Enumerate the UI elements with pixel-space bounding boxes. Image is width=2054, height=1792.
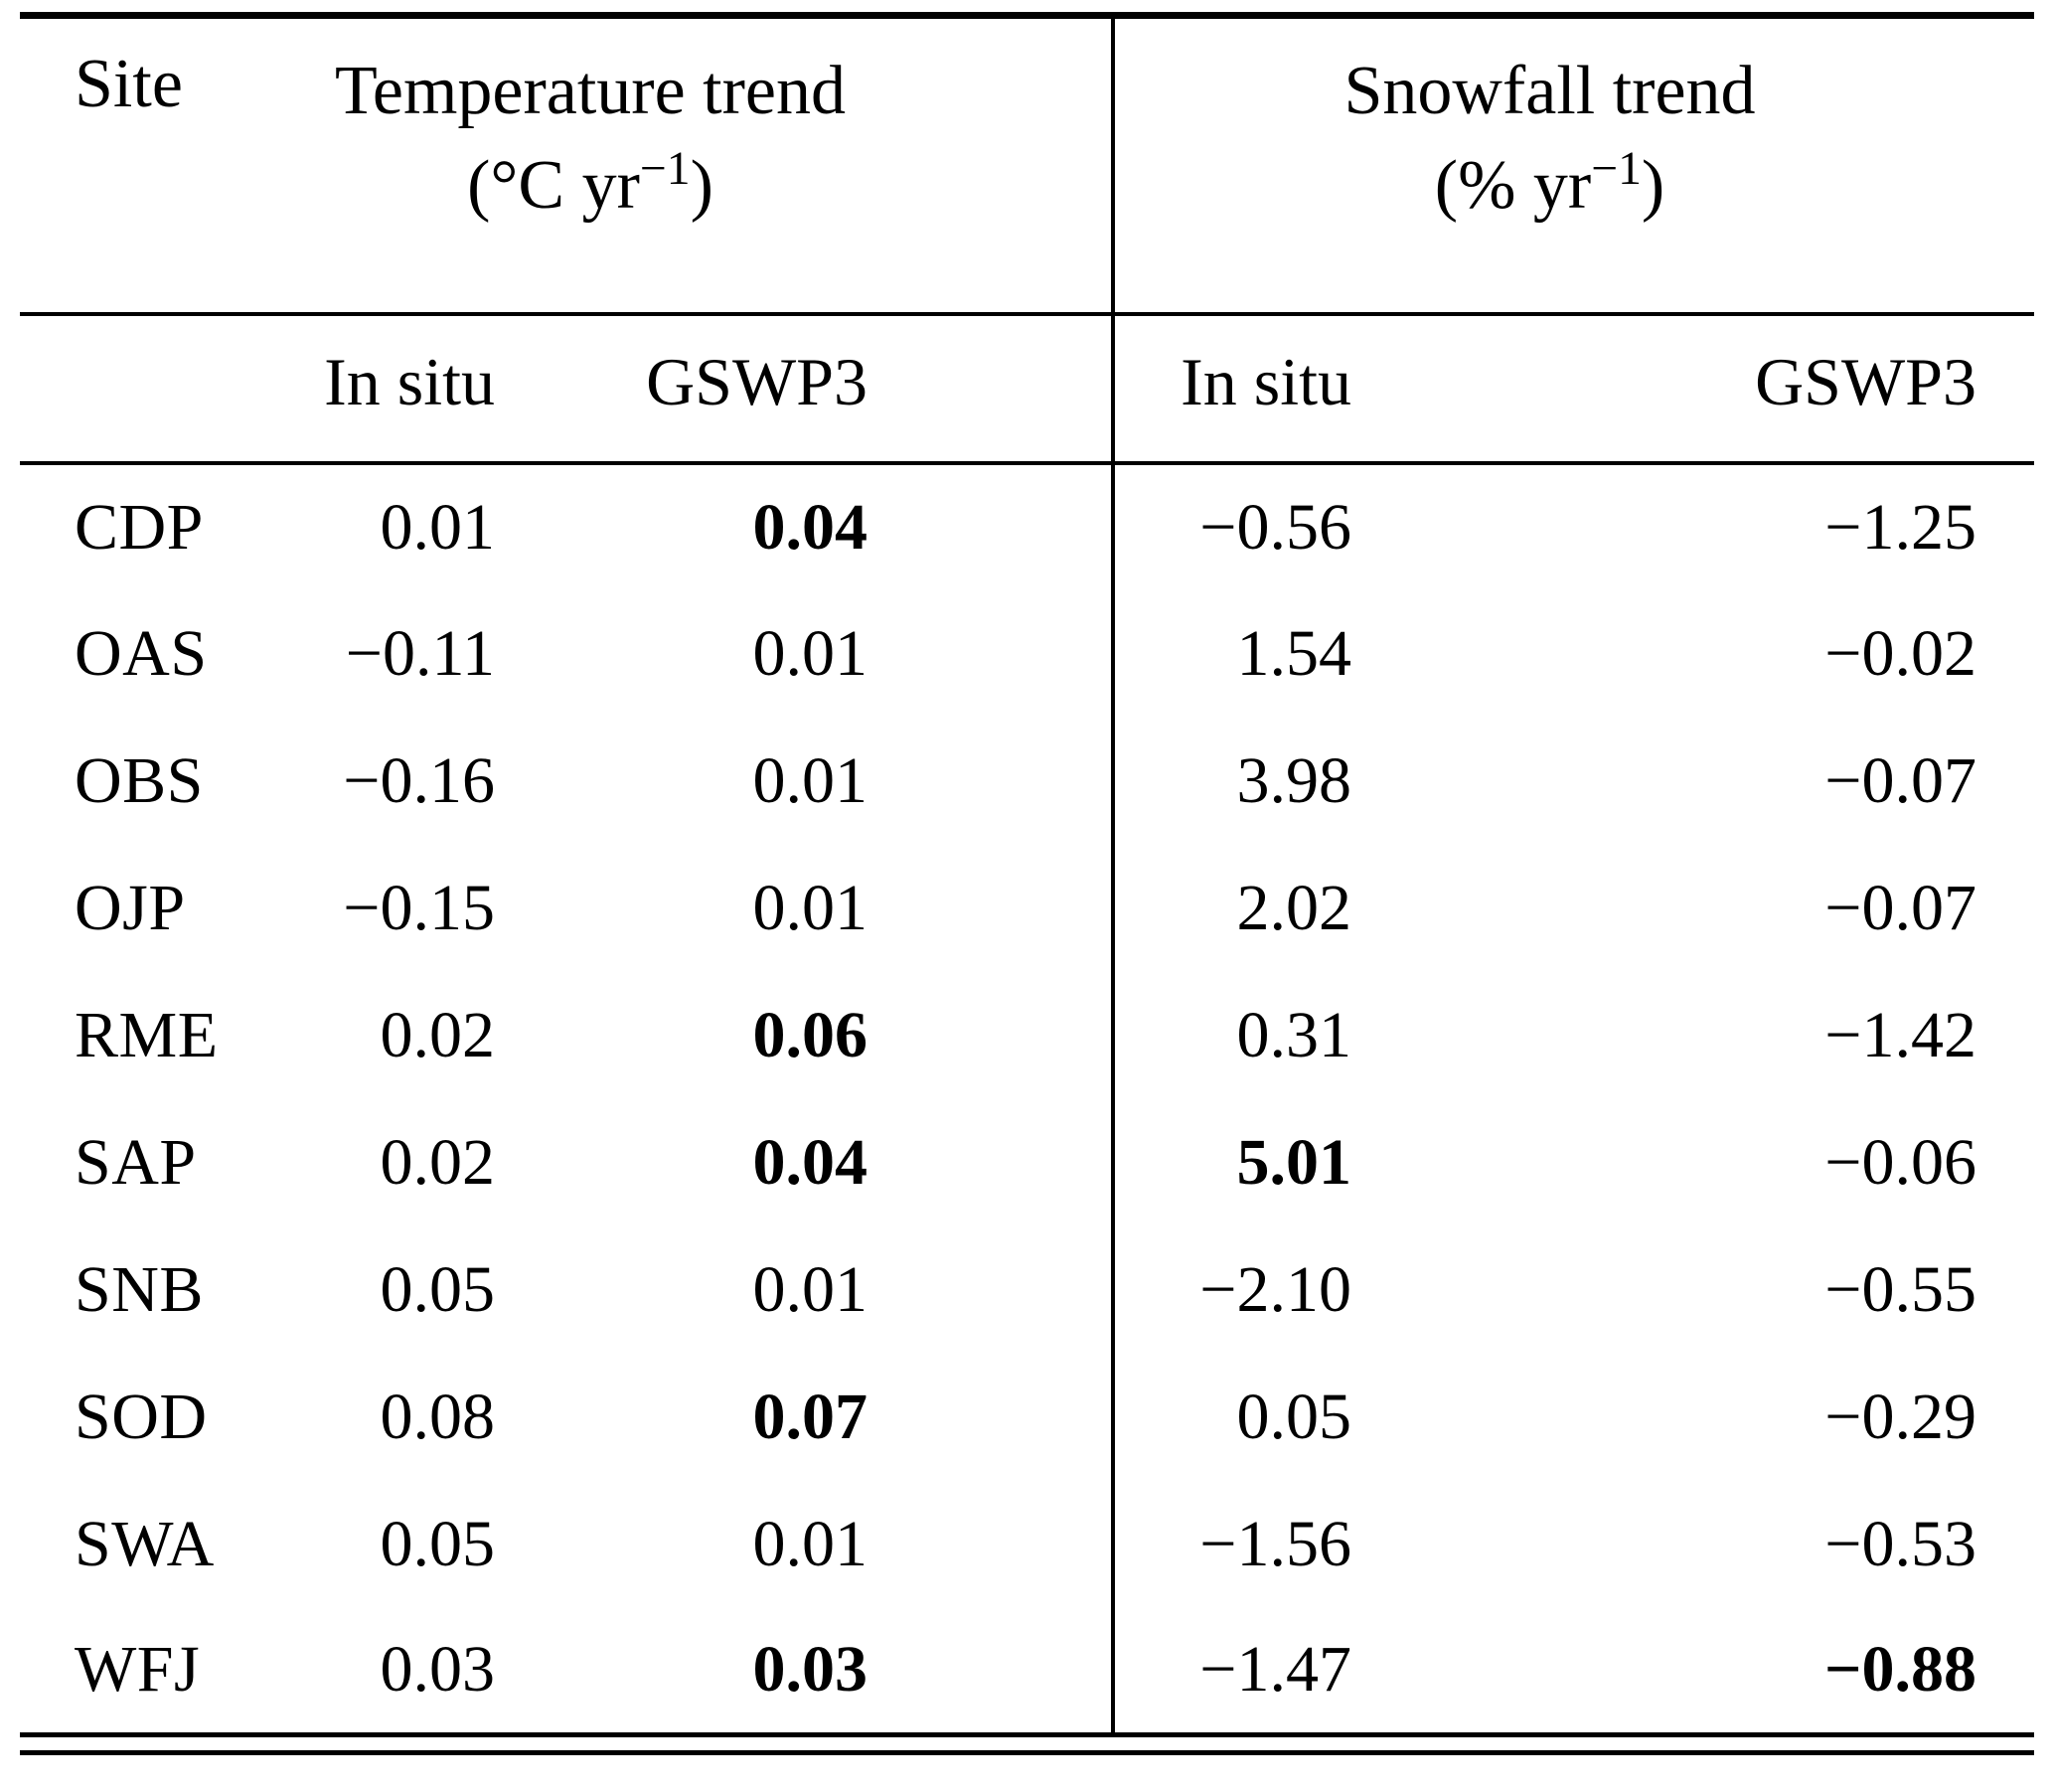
table-row-snb: SNB 0.05 0.01 −2.10 −0.55 bbox=[20, 1225, 2034, 1354]
snow-gswp3-cell: −0.07 bbox=[1824, 743, 1976, 817]
snow-insitu-cell: 0.05 bbox=[1111, 1353, 1361, 1481]
site-cell: WFJ bbox=[75, 1633, 201, 1707]
subheader-temp-insitu: In situ bbox=[308, 313, 507, 465]
site-cell: CDP bbox=[75, 490, 204, 564]
temperature-group-unit: (°C yr−1) bbox=[308, 139, 872, 234]
temp-unit-superscript: −1 bbox=[639, 142, 691, 195]
temp-gswp3-cell: 0.01 bbox=[752, 616, 869, 690]
snow-gswp3-cell: −0.53 bbox=[1824, 1507, 1976, 1580]
temp-insitu-cell: 0.02 bbox=[380, 998, 496, 1071]
table-row-obs: OBS −0.16 0.01 3.98 −0.07 bbox=[20, 717, 2034, 845]
subheader-snow-gswp3: GSWP3 bbox=[1361, 313, 2034, 465]
table-row-rme: RME 0.02 0.06 0.31 −1.42 bbox=[20, 971, 2034, 1099]
site-cell: OJP bbox=[75, 871, 186, 944]
snow-gswp3-cell: −0.06 bbox=[1824, 1125, 1976, 1199]
temp-unit-prefix: (°C yr bbox=[467, 146, 640, 224]
table-body: CDP 0.01 0.04 −0.56 −1.25 OAS −0.11 0.01… bbox=[20, 462, 2034, 1735]
snowfall-group-unit: (% yr−1) bbox=[1115, 139, 1984, 234]
temp-gswp3-cell: 0.01 bbox=[752, 871, 869, 944]
snow-gswp3-cell: −0.02 bbox=[1824, 616, 1976, 690]
temp-gswp3-cell: 0.04 bbox=[752, 490, 869, 564]
header-row-groups: Site Temperature trend (°C yr−1) Snowfal… bbox=[20, 15, 2034, 316]
trends-table: Site Temperature trend (°C yr−1) Snowfal… bbox=[20, 12, 2034, 1737]
temp-gswp3-cell: 0.01 bbox=[752, 1507, 869, 1580]
snow-unit-suffix: ) bbox=[1641, 146, 1665, 224]
temp-gswp3-cell: 0.04 bbox=[752, 1125, 869, 1199]
temp-gswp3-cell: 0.01 bbox=[752, 743, 869, 817]
snow-insitu-cell: −2.10 bbox=[1111, 1225, 1361, 1354]
temperature-group-title: Temperature trend bbox=[335, 53, 846, 129]
snow-gswp3-cell: −1.25 bbox=[1824, 490, 1976, 564]
temp-insitu-cell: 0.01 bbox=[380, 490, 496, 564]
snow-insitu-cell: 5.01 bbox=[1111, 1098, 1361, 1226]
snow-gswp3-cell: −0.88 bbox=[1823, 1633, 1976, 1707]
table-row-wfj: WFJ 0.03 0.03 −1.47 −0.88 bbox=[20, 1607, 2034, 1735]
site-cell: RME bbox=[75, 998, 219, 1071]
site-cell: OBS bbox=[75, 743, 204, 817]
col-group-snowfall-trend: Snowfall trend (% yr−1) bbox=[1111, 15, 2034, 316]
trends-table-wrapper: Site Temperature trend (°C yr−1) Snowfal… bbox=[20, 12, 2034, 1755]
snow-gswp3-cell: −1.42 bbox=[1824, 998, 1976, 1071]
snow-insitu-cell: −1.56 bbox=[1111, 1480, 1361, 1608]
snow-insitu-cell: 0.31 bbox=[1111, 971, 1361, 1099]
temp-insitu-cell: −0.15 bbox=[343, 871, 495, 944]
temp-insitu-cell: −0.16 bbox=[343, 743, 495, 817]
snow-insitu-cell: −0.56 bbox=[1111, 462, 1361, 590]
snow-unit-superscript: −1 bbox=[1591, 142, 1642, 195]
table-row-swa: SWA 0.05 0.01 −1.56 −0.53 bbox=[20, 1480, 2034, 1608]
site-cell: SWA bbox=[75, 1507, 215, 1580]
temp-insitu-cell: 0.08 bbox=[380, 1380, 496, 1453]
table-row-ojp: OJP −0.15 0.01 2.02 −0.07 bbox=[20, 844, 2034, 972]
temp-unit-suffix: ) bbox=[690, 146, 713, 224]
col-group-temperature-trend: Temperature trend (°C yr−1) bbox=[308, 15, 1113, 316]
table-row-sod: SOD 0.08 0.07 0.05 −0.29 bbox=[20, 1353, 2034, 1481]
snow-insitu-cell: 1.54 bbox=[1111, 589, 1361, 718]
snow-unit-prefix: (% yr bbox=[1434, 146, 1592, 224]
temp-gswp3-cell: 0.01 bbox=[752, 1252, 869, 1326]
snow-gswp3-cell: −0.55 bbox=[1824, 1252, 1976, 1326]
snow-gswp3-cell: −0.07 bbox=[1824, 871, 1976, 944]
temp-gswp3-cell: 0.06 bbox=[752, 998, 869, 1071]
table-header: Site Temperature trend (°C yr−1) Snowfal… bbox=[20, 15, 2034, 465]
site-cell: OAS bbox=[75, 616, 208, 690]
table-row-oas: OAS −0.11 0.01 1.54 −0.02 bbox=[20, 589, 2034, 718]
site-cell: SOD bbox=[75, 1380, 208, 1453]
col-header-site: Site bbox=[20, 15, 308, 316]
site-cell: SAP bbox=[75, 1125, 197, 1199]
temp-insitu-cell: 0.05 bbox=[380, 1252, 496, 1326]
snow-insitu-cell: 3.98 bbox=[1111, 717, 1361, 845]
subheader-snow-insitu: In situ bbox=[1111, 313, 1361, 465]
table-row-cdp: CDP 0.01 0.04 −0.56 −1.25 bbox=[20, 462, 2034, 590]
snow-gswp3-cell: −0.29 bbox=[1824, 1380, 1976, 1453]
temp-insitu-cell: 0.02 bbox=[380, 1125, 496, 1199]
temp-insitu-cell: −0.11 bbox=[345, 616, 495, 690]
site-cell: SNB bbox=[75, 1252, 204, 1326]
table-row-sap: SAP 0.02 0.04 5.01 −0.06 bbox=[20, 1098, 2034, 1226]
snowfall-group-title: Snowfall trend bbox=[1343, 53, 1756, 129]
subheader-temp-gswp3: GSWP3 bbox=[507, 313, 1113, 465]
snow-insitu-cell: 2.02 bbox=[1111, 844, 1361, 972]
temp-insitu-cell: 0.05 bbox=[380, 1507, 496, 1580]
header-row-subcolumns: In situ GSWP3 In situ GSWP3 bbox=[20, 313, 2034, 465]
temp-gswp3-cell: 0.03 bbox=[752, 1633, 869, 1707]
temp-gswp3-cell: 0.07 bbox=[752, 1380, 869, 1453]
temp-insitu-cell: 0.03 bbox=[380, 1633, 496, 1707]
snow-insitu-cell: −1.47 bbox=[1111, 1607, 1361, 1735]
subheader-site-empty bbox=[20, 313, 308, 465]
